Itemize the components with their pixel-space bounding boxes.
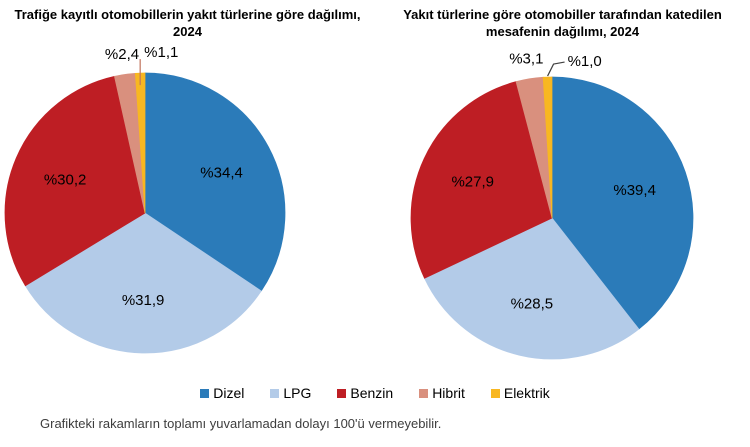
pie-chart-distance-travelled: %39,4 %28,5 %27,9 %3,1 %1,0 (410, 50, 694, 360)
data-label-dizel: %39,4 (613, 182, 656, 199)
data-label-benzin: %30,2 (44, 171, 87, 188)
pie-slice-dizel (144, 72, 286, 292)
chart-title-registered-cars: Trafiğe kayıtlı otomobillerin yakıt türl… (14, 7, 361, 39)
legend-swatch-benzin (337, 388, 347, 398)
chart-registered-cars: Trafiğe kayıtlı otomobillerin yakıt türl… (0, 0, 375, 377)
footnote: Grafikteki rakamların toplamı yuvarlamad… (40, 416, 442, 431)
data-label-lpg: %31,9 (122, 292, 165, 309)
data-label-elektrik: %1,0 (568, 53, 602, 70)
pie-slice-benzin (410, 81, 553, 279)
chart-distance-travelled: Yakıt türlerine göre otomobiller tarafın… (375, 0, 750, 377)
legend-label-hibrit: Hibrit (432, 385, 465, 401)
legend-item-hibrit: Hibrit (419, 385, 465, 401)
legend-item-benzin: Benzin (337, 385, 393, 401)
legend-item-lpg: LPG (270, 385, 311, 401)
chart-title-distance-travelled: Yakıt türlerine göre otomobiller tarafın… (403, 7, 722, 39)
legend-swatch-hibrit (419, 388, 429, 398)
data-label-lpg: %28,5 (511, 295, 554, 312)
legend-label-lpg: LPG (283, 385, 312, 401)
data-label-hibrit: %2,4 (105, 46, 139, 63)
pie-slice-benzin (4, 75, 146, 287)
pie-chart-registered-cars: %34,4 %31,9 %30,2 %2,4 %1,1 (4, 44, 286, 354)
legend-label-elektrik: Elektrik (503, 385, 550, 401)
pie-slice-dizel (551, 76, 694, 330)
data-label-benzin: %27,9 (451, 173, 494, 190)
data-label-dizel: %34,4 (200, 164, 243, 181)
pie-slice-lpg (24, 212, 262, 354)
legend-swatch-lpg (270, 388, 280, 398)
charts-row: Trafiğe kayıtlı otomobillerin yakıt türl… (0, 0, 750, 377)
chart-legend: Dizel LPG Benzin Hibrit Elektrik (0, 384, 750, 402)
data-label-hibrit: %3,1 (509, 50, 543, 67)
data-label-elektrik: %1,1 (144, 44, 178, 61)
legend-item-elektrik: Elektrik (490, 385, 550, 401)
leader-line-elektrik (547, 61, 565, 77)
legend-label-benzin: Benzin (350, 385, 394, 401)
legend-item-dizel: Dizel (200, 385, 244, 401)
legend-swatch-dizel (200, 388, 210, 398)
legend-swatch-elektrik (490, 388, 500, 398)
legend-label-dizel: Dizel (213, 385, 245, 401)
pie-slice-elektrik (542, 76, 553, 219)
